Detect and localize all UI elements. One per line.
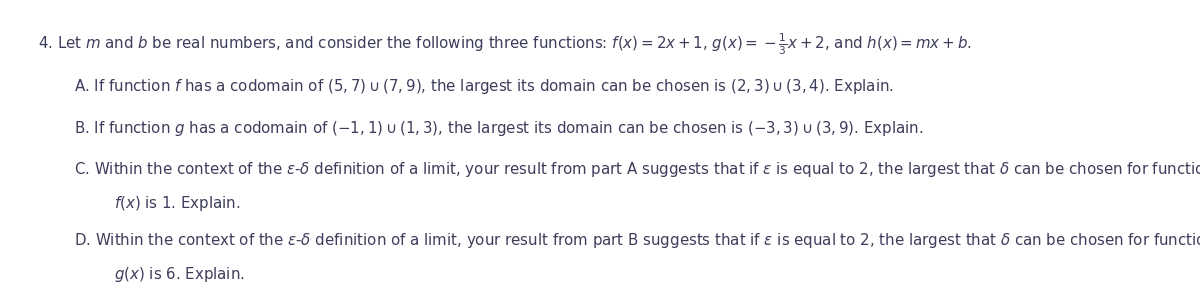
Text: 4. Let $m$ and $b$ be real numbers, and consider the following three functions: : 4. Let $m$ and $b$ be real numbers, and … [38, 31, 972, 57]
Text: A. If function $f$ has a codomain of $(5, 7) \cup (7, 9)$, the largest its domai: A. If function $f$ has a codomain of $(5… [74, 77, 894, 96]
Text: C. Within the context of the $\epsilon$-$\delta$ definition of a limit, your res: C. Within the context of the $\epsilon$-… [74, 160, 1200, 179]
Text: $g(x)$ is 6. Explain.: $g(x)$ is 6. Explain. [114, 265, 245, 284]
Text: D. Within the context of the $\epsilon$-$\delta$ definition of a limit, your res: D. Within the context of the $\epsilon$-… [74, 231, 1200, 250]
Text: $f(x)$ is 1. Explain.: $f(x)$ is 1. Explain. [114, 194, 240, 213]
Text: B. If function $g$ has a codomain of $(-1, 1) \cup (1, 3)$, the largest its doma: B. If function $g$ has a codomain of $(-… [74, 119, 924, 138]
